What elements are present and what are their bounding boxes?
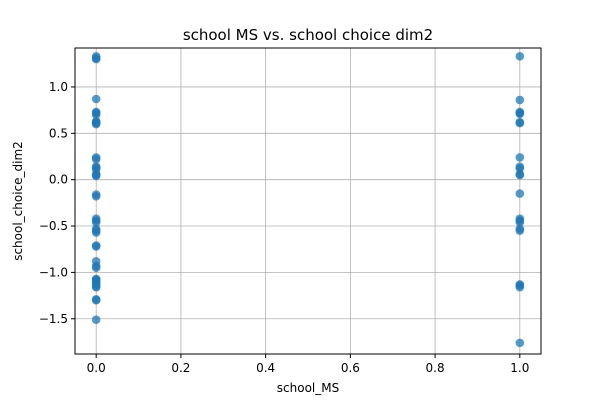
y-tick-label: −1.5: [39, 312, 68, 326]
x-tick-label: 0.8: [426, 361, 445, 375]
chart-title: school MS vs. school choice dim2: [183, 26, 433, 44]
data-point: [91, 242, 101, 251]
x-tick-label: 1.0: [510, 361, 529, 375]
y-tick-label: −0.5: [39, 219, 68, 233]
data-point: [91, 192, 101, 201]
data-point: [91, 218, 101, 227]
data-point: [91, 228, 101, 237]
data-point: [91, 171, 101, 181]
data-point: [515, 282, 525, 292]
data-point: [91, 282, 101, 292]
data-point: [515, 189, 525, 198]
data-point: [515, 218, 525, 227]
data-point: [515, 95, 525, 105]
grid-lines: [75, 48, 541, 354]
data-point: [91, 116, 101, 126]
x-tick-label: 0.6: [341, 361, 360, 375]
plot-frame: [74, 47, 542, 355]
data-points: [91, 52, 525, 348]
data-point: [91, 275, 101, 285]
data-point: [91, 54, 101, 64]
y-tick-label: 0.0: [49, 173, 68, 187]
data-point: [515, 226, 525, 235]
data-point: [515, 153, 525, 162]
data-point: [91, 295, 101, 305]
data-point: [515, 118, 525, 128]
y-tick-label: −1.0: [39, 265, 68, 279]
data-point: [515, 338, 525, 348]
x-axis-ticks: 0.0 0.2 0.4 0.6 0.8 1.0: [87, 354, 529, 375]
x-tick-label: 0.2: [171, 361, 190, 375]
x-axis-label: school_MS: [277, 381, 339, 395]
y-axis-ticks: −1.5 −1.0 −0.5 0.0 0.5 1.0: [39, 80, 75, 326]
data-point: [515, 170, 525, 180]
data-point: [91, 315, 101, 324]
data-point: [91, 94, 101, 104]
y-axis-label: school_choice_dim2: [11, 141, 25, 261]
data-point: [91, 110, 101, 120]
y-tick-label: 0.5: [49, 126, 68, 140]
data-point: [515, 52, 525, 61]
x-tick-label: 0.4: [256, 361, 275, 375]
data-point: [515, 109, 525, 119]
y-tick-label: 1.0: [49, 80, 68, 94]
data-point: [91, 263, 101, 273]
data-point: [91, 154, 101, 164]
x-tick-label: 0.0: [87, 361, 106, 375]
